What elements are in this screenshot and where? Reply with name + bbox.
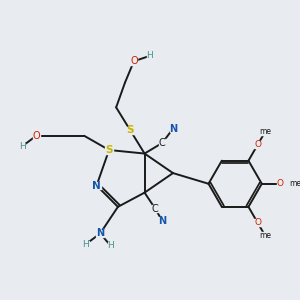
Text: S: S [105, 145, 113, 155]
Text: N: N [169, 124, 177, 134]
FancyBboxPatch shape [277, 180, 284, 187]
Text: S: S [127, 125, 134, 136]
FancyBboxPatch shape [159, 218, 166, 225]
FancyBboxPatch shape [170, 125, 176, 132]
FancyBboxPatch shape [126, 127, 134, 134]
FancyBboxPatch shape [259, 128, 272, 135]
FancyBboxPatch shape [96, 230, 104, 237]
Text: O: O [277, 179, 284, 188]
Text: N: N [158, 216, 166, 226]
Text: N: N [92, 181, 101, 190]
FancyBboxPatch shape [33, 132, 40, 139]
FancyBboxPatch shape [159, 139, 166, 146]
Text: H: H [19, 142, 26, 151]
Text: C: C [152, 204, 159, 214]
FancyBboxPatch shape [259, 232, 272, 239]
Text: H: H [107, 242, 114, 250]
FancyBboxPatch shape [93, 182, 101, 189]
Text: H: H [146, 51, 153, 60]
Text: N: N [96, 229, 104, 238]
FancyBboxPatch shape [83, 241, 89, 248]
Text: me: me [289, 179, 300, 188]
FancyBboxPatch shape [254, 141, 261, 148]
Text: O: O [32, 131, 40, 141]
Text: me: me [259, 127, 271, 136]
Text: me: me [259, 231, 271, 240]
Text: O: O [130, 56, 138, 66]
Text: H: H [82, 240, 89, 249]
FancyBboxPatch shape [152, 205, 158, 212]
FancyBboxPatch shape [254, 219, 261, 226]
FancyBboxPatch shape [130, 58, 137, 65]
Text: O: O [254, 218, 261, 227]
FancyBboxPatch shape [289, 180, 300, 187]
FancyBboxPatch shape [105, 146, 113, 154]
FancyBboxPatch shape [19, 143, 25, 150]
FancyBboxPatch shape [108, 242, 114, 250]
Text: C: C [159, 138, 166, 148]
Text: O: O [254, 140, 261, 149]
FancyBboxPatch shape [147, 52, 153, 59]
